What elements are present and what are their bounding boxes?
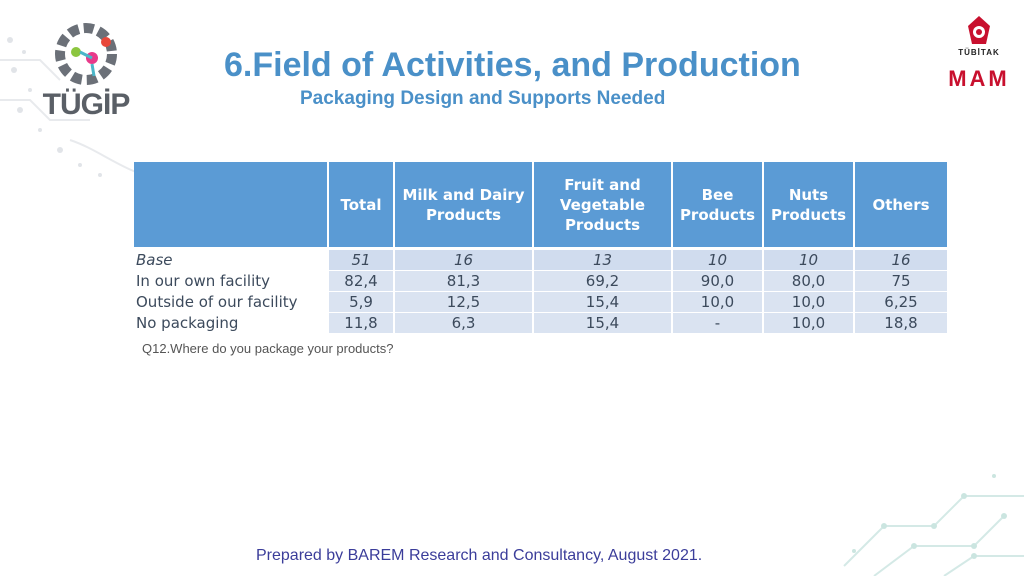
tubitak-mam-logo: TÜBİTAK MAM [944, 14, 1014, 94]
row-label: In our own facility [134, 270, 329, 292]
footer-credit: Prepared by BAREM Research and Consultan… [256, 547, 703, 564]
gear-icon [55, 23, 117, 85]
table-cell: 6,3 [394, 312, 534, 334]
table-header-cell: Total [328, 162, 395, 247]
row-label: Outside of our facility [134, 291, 329, 313]
table-cell: 82,4 [328, 270, 395, 292]
table-cell: - [672, 312, 764, 334]
table-cell: 18,8 [854, 312, 947, 334]
question-note: Q12.Where do you package your products? [142, 341, 394, 356]
tugip-logo-text: TÜGİP [42, 88, 131, 121]
table-header-row: Total Milk and Dairy Products Fruit and … [134, 162, 947, 247]
table-header-cell [134, 162, 329, 247]
table-cell: 15,4 [533, 312, 673, 334]
table-cell: 90,0 [672, 270, 764, 292]
decorative-circuit-pattern [843, 474, 1024, 576]
table-cell: 75 [854, 270, 947, 292]
mam-logo-text: MAM [948, 66, 1010, 91]
table-cell: 5,9 [328, 291, 395, 313]
table-cell: 69,2 [533, 270, 673, 292]
table-cell: 10,0 [672, 291, 764, 313]
row-label: No packaging [134, 312, 329, 334]
page-subtitle: Packaging Design and Supports Needed [300, 88, 666, 109]
table-cell: 81,3 [394, 270, 534, 292]
tubitak-emblem-icon [968, 16, 990, 44]
table-cell: 10,0 [763, 291, 855, 313]
table-cell: 11,8 [328, 312, 395, 334]
page-title: 6.Field of Activities, and Production [224, 46, 801, 84]
row-label: Base [134, 250, 329, 271]
table-header-cell: Others [854, 162, 947, 247]
table-header-cell: Fruit and Vegetable Products [533, 162, 673, 247]
table-cell: 10 [763, 250, 855, 271]
packaging-location-table: Total Milk and Dairy Products Fruit and … [134, 162, 947, 334]
table-cell: 6,25 [854, 291, 947, 313]
tugip-logo: TÜGİP [36, 18, 136, 128]
table-cell: 12,5 [394, 291, 534, 313]
table-row: Outside of our facility 5,9 12,5 15,4 10… [134, 291, 947, 313]
table-cell: 80,0 [763, 270, 855, 292]
table-cell: 51 [328, 250, 395, 271]
table-header-cell: Nuts Products [763, 162, 855, 247]
table-cell: 16 [394, 250, 534, 271]
table-row: No packaging 11,8 6,3 15,4 - 10,0 18,8 [134, 312, 947, 334]
table-cell: 13 [533, 250, 673, 271]
table-cell: 10 [672, 250, 764, 271]
table-cell: 16 [854, 250, 947, 271]
table-header-cell: Bee Products [672, 162, 764, 247]
tubitak-logo-text: TÜBİTAK [958, 48, 1000, 57]
table-row: In our own facility 82,4 81,3 69,2 90,0 … [134, 270, 947, 292]
table-header-cell: Milk and Dairy Products [394, 162, 534, 247]
table-cell: 15,4 [533, 291, 673, 313]
table-row: Base 51 16 13 10 10 16 [134, 250, 947, 271]
table-cell: 10,0 [763, 312, 855, 334]
